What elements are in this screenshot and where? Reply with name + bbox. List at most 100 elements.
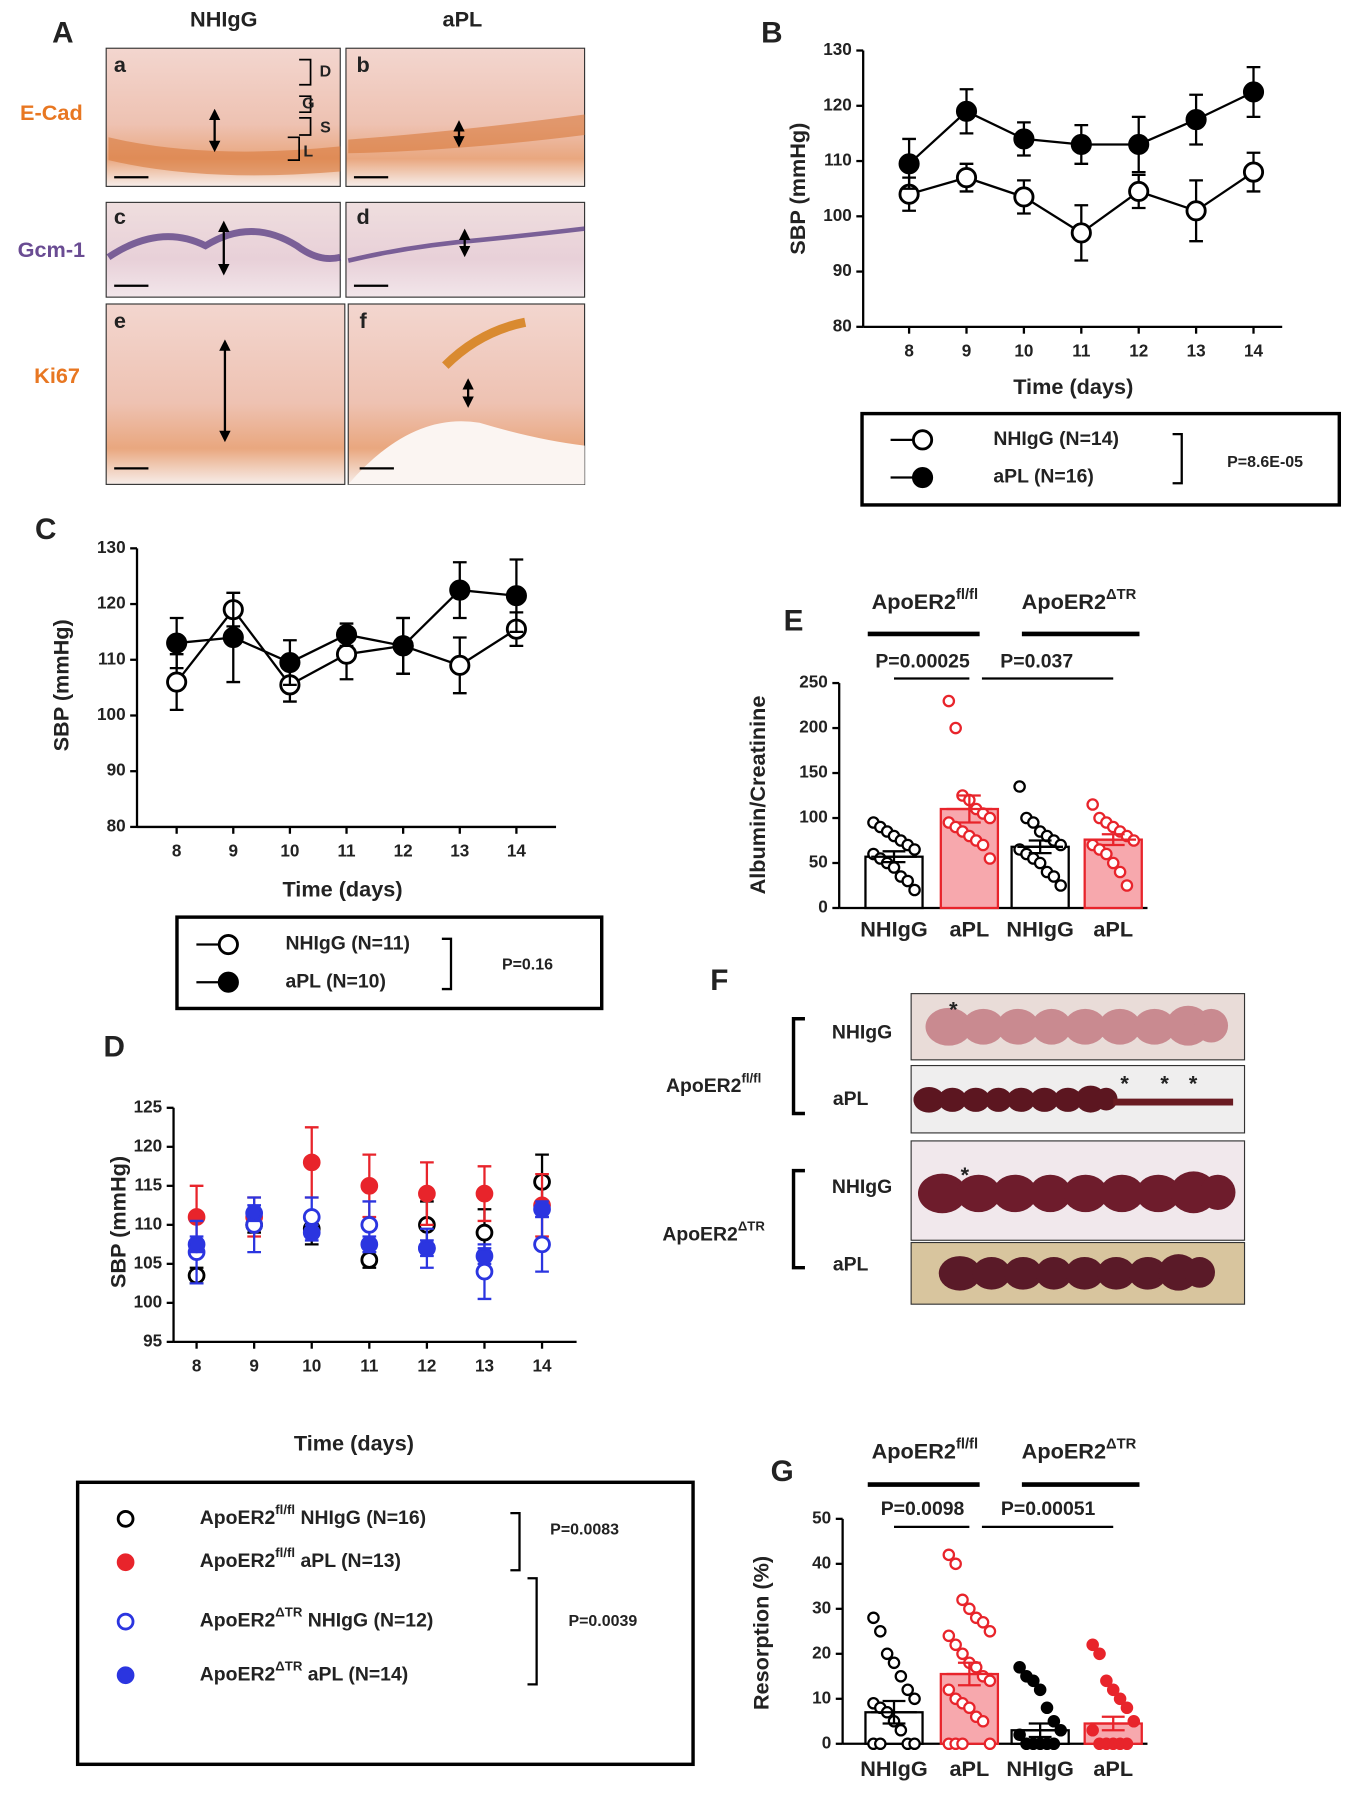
y-tick-label: 150: [799, 763, 828, 782]
treatment-label: NHIgG: [832, 1176, 892, 1198]
y-tick-label: 80: [107, 816, 126, 835]
marker: [279, 651, 301, 674]
data-point: [949, 1638, 962, 1652]
data-point: [901, 874, 914, 888]
y-tick-label: 100: [134, 1292, 163, 1311]
superscript: fl/fl: [956, 1437, 978, 1453]
legend-box: [860, 411, 1342, 507]
superscript: ΔTR: [275, 1605, 303, 1620]
error-bar: [946, 794, 993, 824]
bracket: [441, 937, 453, 991]
data-point: [867, 1611, 880, 1625]
image-letter: a: [114, 52, 127, 77]
image-letter: f: [359, 308, 367, 333]
data-point: [942, 1548, 956, 1562]
y-tick-label: 100: [823, 206, 852, 225]
x-tick-label: aPL: [1093, 1756, 1133, 1781]
y-tick-label: 130: [97, 538, 126, 557]
data-point: [874, 1737, 887, 1751]
x-tick-label: 12: [417, 1357, 436, 1376]
data-point: [1027, 1674, 1040, 1688]
image-letter: c: [114, 204, 126, 229]
x-tick-label: aPL: [1093, 917, 1133, 942]
legend-box: [75, 1480, 695, 1767]
p-value: P=8.6E-05: [1227, 454, 1303, 471]
marker: [449, 579, 471, 601]
x-tick-label: 10: [1014, 341, 1033, 360]
text-run: ApoER2: [1022, 1438, 1106, 1463]
treatment-label: aPL: [833, 1088, 869, 1110]
bracket: [510, 1511, 521, 1572]
legend-box: [175, 915, 604, 1011]
y-tick-label: 120: [97, 594, 126, 613]
marker: [475, 1223, 494, 1242]
text-run: ApoER2: [1022, 589, 1106, 614]
marker: [392, 635, 414, 657]
marker: [955, 167, 978, 189]
data-point: [874, 1625, 887, 1638]
data-point: [1106, 1683, 1120, 1697]
data-point: [976, 1616, 990, 1629]
marker: [449, 654, 471, 676]
data-point: [1093, 1647, 1106, 1661]
data-point: [908, 1692, 921, 1706]
data-point: [1033, 856, 1047, 870]
panel-label: B: [761, 16, 782, 49]
marker: [302, 1223, 321, 1242]
y-axis-title: Resorption (%): [748, 1556, 773, 1710]
y-tick-label: 110: [824, 151, 852, 170]
data-point: [1120, 1701, 1134, 1715]
layer-label: L: [303, 143, 313, 160]
x-tick-label: NHIgG: [860, 917, 927, 942]
x-tick-label: 9: [229, 842, 239, 861]
data-point: [963, 1701, 976, 1715]
data-point: [1047, 870, 1061, 883]
y-tick-label: 50: [809, 853, 828, 872]
data-point: [983, 1674, 997, 1688]
group-label: ApoER2fl/fl: [872, 587, 978, 614]
data-point: [983, 852, 997, 865]
data-point: [963, 1602, 976, 1616]
group-label: ApoER2fl/fl: [666, 1071, 761, 1098]
p-value: P=0.0083: [550, 1521, 619, 1538]
x-tick-label: 11: [360, 1357, 379, 1376]
x-tick-label: 13: [450, 842, 469, 861]
data-point: [1127, 1714, 1141, 1728]
superscript: fl/fl: [741, 1071, 761, 1086]
text-run: ApoER2: [872, 1438, 956, 1463]
marker: [335, 624, 358, 646]
data-point: [1013, 1661, 1026, 1674]
data-point: [894, 1670, 908, 1683]
marker: [1070, 222, 1092, 244]
marker: [222, 626, 244, 649]
data-point: [1086, 798, 1099, 811]
panel-label: D: [103, 1030, 124, 1063]
legend-label: ApoER2ΔTR aPL (N=14): [200, 1659, 408, 1686]
marker: [955, 100, 978, 122]
stain-band: [442, 317, 527, 369]
data-point: [1013, 780, 1026, 793]
bracket: [791, 1017, 805, 1270]
x-tick-label: 8: [192, 1357, 202, 1376]
x-tick-label: 10: [302, 1357, 321, 1376]
panel-label: A: [52, 16, 73, 49]
panel-label: E: [784, 604, 804, 637]
y-tick-label: 110: [98, 649, 126, 668]
marker: [166, 632, 188, 654]
data-point: [1027, 816, 1040, 829]
text-run: aPL (N=14): [302, 1663, 408, 1685]
bracket: [1172, 433, 1183, 485]
legend-marker: [116, 1509, 135, 1528]
data-point: [901, 1683, 914, 1697]
y-tick-label: 0: [818, 898, 828, 917]
group-label: ApoER2ΔTR: [662, 1219, 765, 1246]
legend-label: NHIgG (N=11): [285, 933, 410, 955]
asterisk: *: [949, 996, 958, 1021]
x-tick-label: 9: [962, 341, 972, 360]
treatment-label: NHIgG: [832, 1022, 892, 1044]
layer-bracket: [287, 58, 312, 161]
p-value: P=0.0098: [881, 1498, 965, 1520]
lumen: [348, 421, 585, 485]
x-axis-title: Time (days): [282, 877, 402, 902]
